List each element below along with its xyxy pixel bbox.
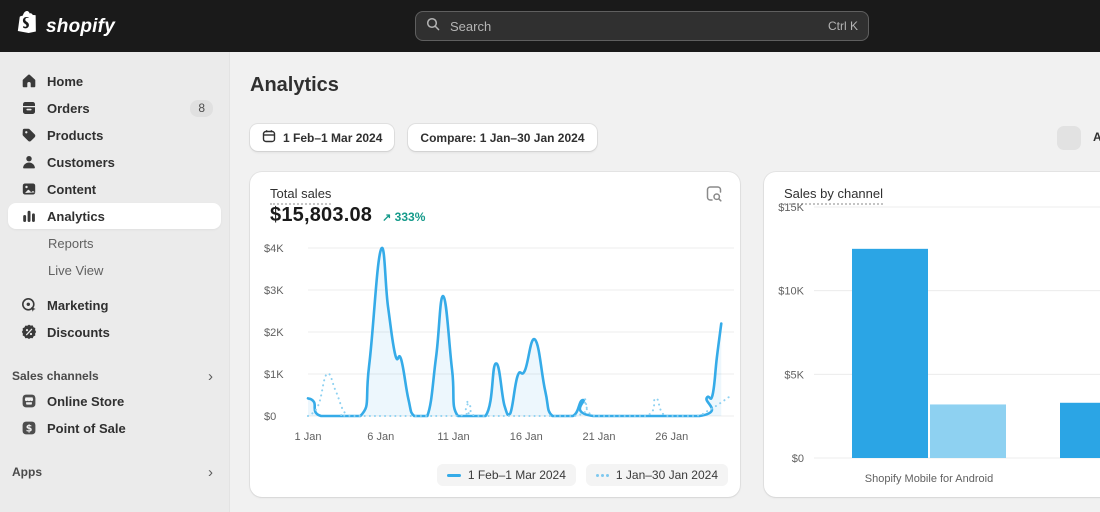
total-sales-card: Total sales $15,803.08 ↗ 333% $0 $1K $2K $3… xyxy=(250,172,740,497)
global-search[interactable]: Ctrl K xyxy=(415,11,869,41)
sidebar-item-content[interactable]: Content xyxy=(8,176,221,202)
svg-text:26 Jan: 26 Jan xyxy=(655,431,688,443)
sales-by-channel-chart: $0 $5K $10K $15K Shopify Mobile for Android xyxy=(778,202,1100,485)
svg-text:16 Jan: 16 Jan xyxy=(510,431,543,443)
svg-text:$0: $0 xyxy=(792,453,804,465)
clipped-label: A xyxy=(1093,130,1100,144)
sidebar-item-products[interactable]: Products xyxy=(8,122,221,148)
sales-by-channel-card: Sales by channel $0 $5K $10K $15K Shopify Mo… xyxy=(764,172,1100,497)
svg-text:1 Jan: 1 Jan xyxy=(295,431,322,443)
topbar: shopify Ctrl K xyxy=(0,0,1100,52)
orders-count-badge: 8 xyxy=(190,99,213,117)
svg-text:$4K: $4K xyxy=(264,243,284,255)
sidebar-item-marketing[interactable]: Marketing xyxy=(8,292,221,318)
svg-text:$5K: $5K xyxy=(784,369,804,381)
sidebar-item-analytics[interactable]: Analytics xyxy=(8,203,221,229)
svg-text:21 Jan: 21 Jan xyxy=(583,431,616,443)
search-icon xyxy=(426,17,440,36)
sidebar-item-point-of-sale[interactable]: $ Point of Sale xyxy=(8,415,221,441)
legend-compare-period[interactable]: 1 Jan–30 Jan 2024 xyxy=(585,464,728,486)
products-icon xyxy=(20,127,37,144)
total-sales-chart: $0 $1K $2K $3K $4K 1 Jan 6 Jan 11 Jan 16 Jan 21 J… xyxy=(264,243,734,443)
dotted-line-swatch xyxy=(595,473,609,477)
shopify-logo[interactable]: shopify xyxy=(16,10,115,43)
point-of-sale-icon: $ xyxy=(20,420,37,437)
date-range-button[interactable]: 1 Feb–1 Mar 2024 xyxy=(250,124,395,151)
legend-current-period[interactable]: 1 Feb–1 Mar 2024 xyxy=(436,464,576,486)
total-sales-title[interactable]: Total sales xyxy=(270,186,332,205)
trend-up-icon: ↗ xyxy=(382,212,392,224)
marketing-icon xyxy=(20,297,37,314)
discounts-icon xyxy=(20,324,37,341)
svg-text:$15K: $15K xyxy=(778,202,804,214)
shopify-wordmark: shopify xyxy=(46,15,115,37)
svg-text:$2K: $2K xyxy=(264,327,284,339)
page-title: Analytics xyxy=(250,74,339,96)
sidebar-item-customers[interactable]: Customers xyxy=(8,149,221,175)
orders-icon xyxy=(20,100,37,117)
shopify-bag-icon xyxy=(16,10,41,43)
svg-text:$: $ xyxy=(25,423,32,434)
search-input[interactable] xyxy=(448,17,820,35)
total-sales-delta: ↗ 333% xyxy=(382,210,426,224)
svg-text:$10K: $10K xyxy=(778,286,804,298)
sidebar-item-reports[interactable]: Reports xyxy=(48,235,94,251)
sidebar-item-live-view[interactable]: Live View xyxy=(48,262,104,278)
content-icon xyxy=(20,181,37,198)
chevron-right-icon: › xyxy=(208,367,213,385)
search-shortcut: Ctrl K xyxy=(828,19,858,33)
sidebar-item-home[interactable]: Home xyxy=(8,68,221,94)
sidebar-item-online-store[interactable]: Online Store xyxy=(8,388,221,414)
chart-legend: 1 Feb–1 Mar 2024 1 Jan–30 Jan 2024 xyxy=(436,464,728,486)
solid-line-swatch xyxy=(446,473,461,477)
auto-refresh-checkbox[interactable] xyxy=(1057,126,1081,150)
analytics-icon xyxy=(20,208,37,225)
home-icon xyxy=(20,73,37,90)
sales-by-channel-title[interactable]: Sales by channel xyxy=(784,186,884,205)
filter-row: 1 Feb–1 Mar 2024 Compare: 1 Jan–30 Jan 2… xyxy=(250,124,597,151)
compare-range-button[interactable]: Compare: 1 Jan–30 Jan 2024 xyxy=(408,124,597,151)
online-store-icon xyxy=(20,393,37,410)
svg-text:Shopify Mobile for Android: Shopify Mobile for Android xyxy=(865,473,993,485)
svg-text:$0: $0 xyxy=(264,411,276,423)
svg-text:$1K: $1K xyxy=(264,369,284,381)
svg-text:6 Jan: 6 Jan xyxy=(367,431,394,443)
customers-icon xyxy=(20,154,37,171)
calendar-icon xyxy=(262,129,276,146)
svg-text:11 Jan: 11 Jan xyxy=(437,431,469,443)
sidebar: Home Orders 8 Products Customers Content… xyxy=(0,52,230,512)
chevron-right-icon: › xyxy=(208,463,213,481)
svg-text:$3K: $3K xyxy=(264,285,284,297)
view-report-icon[interactable] xyxy=(704,184,724,204)
total-sales-value: $15,803.08 xyxy=(270,204,373,226)
sidebar-item-orders[interactable]: Orders 8 xyxy=(8,95,221,121)
sidebar-section-sales-channels[interactable]: Sales channels › xyxy=(12,367,213,385)
sidebar-section-apps[interactable]: Apps › xyxy=(12,463,213,481)
sidebar-item-discounts[interactable]: Discounts xyxy=(8,319,221,345)
